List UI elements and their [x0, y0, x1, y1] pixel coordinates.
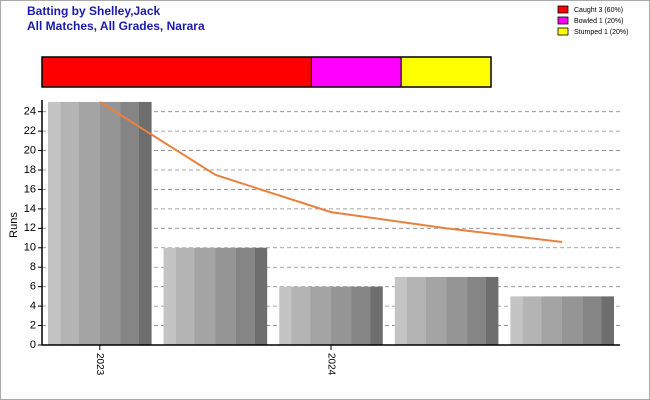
- legend-label: Caught 3 (60%): [574, 7, 623, 14]
- y-tick-label: 18: [24, 164, 36, 176]
- bar: [394, 276, 499, 345]
- y-tick-label: 20: [24, 144, 36, 156]
- y-tick-label: 8: [30, 261, 36, 273]
- x-tick-label: 2024: [325, 353, 336, 376]
- y-tick-label: 14: [24, 203, 36, 215]
- bar: [510, 296, 614, 345]
- dismissal-frame: [41, 56, 492, 88]
- legend-swatch: [557, 16, 569, 25]
- legend-label: Stumped 1 (20%): [574, 29, 628, 36]
- bar: [279, 286, 383, 345]
- y-tick-label: 12: [24, 222, 36, 234]
- y-tick-label: 16: [24, 183, 36, 195]
- y-tick-label: 24: [24, 106, 36, 118]
- bar: [48, 101, 152, 345]
- dismissal-segment: [310, 56, 402, 88]
- dismissal-segment: [400, 56, 492, 88]
- y-tick-label: 10: [24, 242, 36, 254]
- bar: [163, 247, 268, 345]
- x-tick-label: 2023: [94, 353, 105, 376]
- y-tick-label: 0: [30, 339, 36, 351]
- y-tick-label: 6: [30, 281, 36, 293]
- legend-label: Bowled 1 (20%): [574, 18, 623, 25]
- average-line: [99, 101, 563, 243]
- y-tick-label: 2: [30, 319, 36, 331]
- legend-swatch: [557, 5, 569, 14]
- legend-swatch: [557, 27, 569, 36]
- y-tick-label: 4: [30, 300, 36, 312]
- dismissal-segment: [41, 56, 312, 88]
- y-tick-label: 22: [24, 125, 36, 137]
- chart-title: Batting by Shelley,Jack: [27, 4, 160, 18]
- y-axis-label: Runs: [8, 212, 20, 238]
- chart-subtitle: All Matches, All Grades, Narara: [27, 19, 205, 33]
